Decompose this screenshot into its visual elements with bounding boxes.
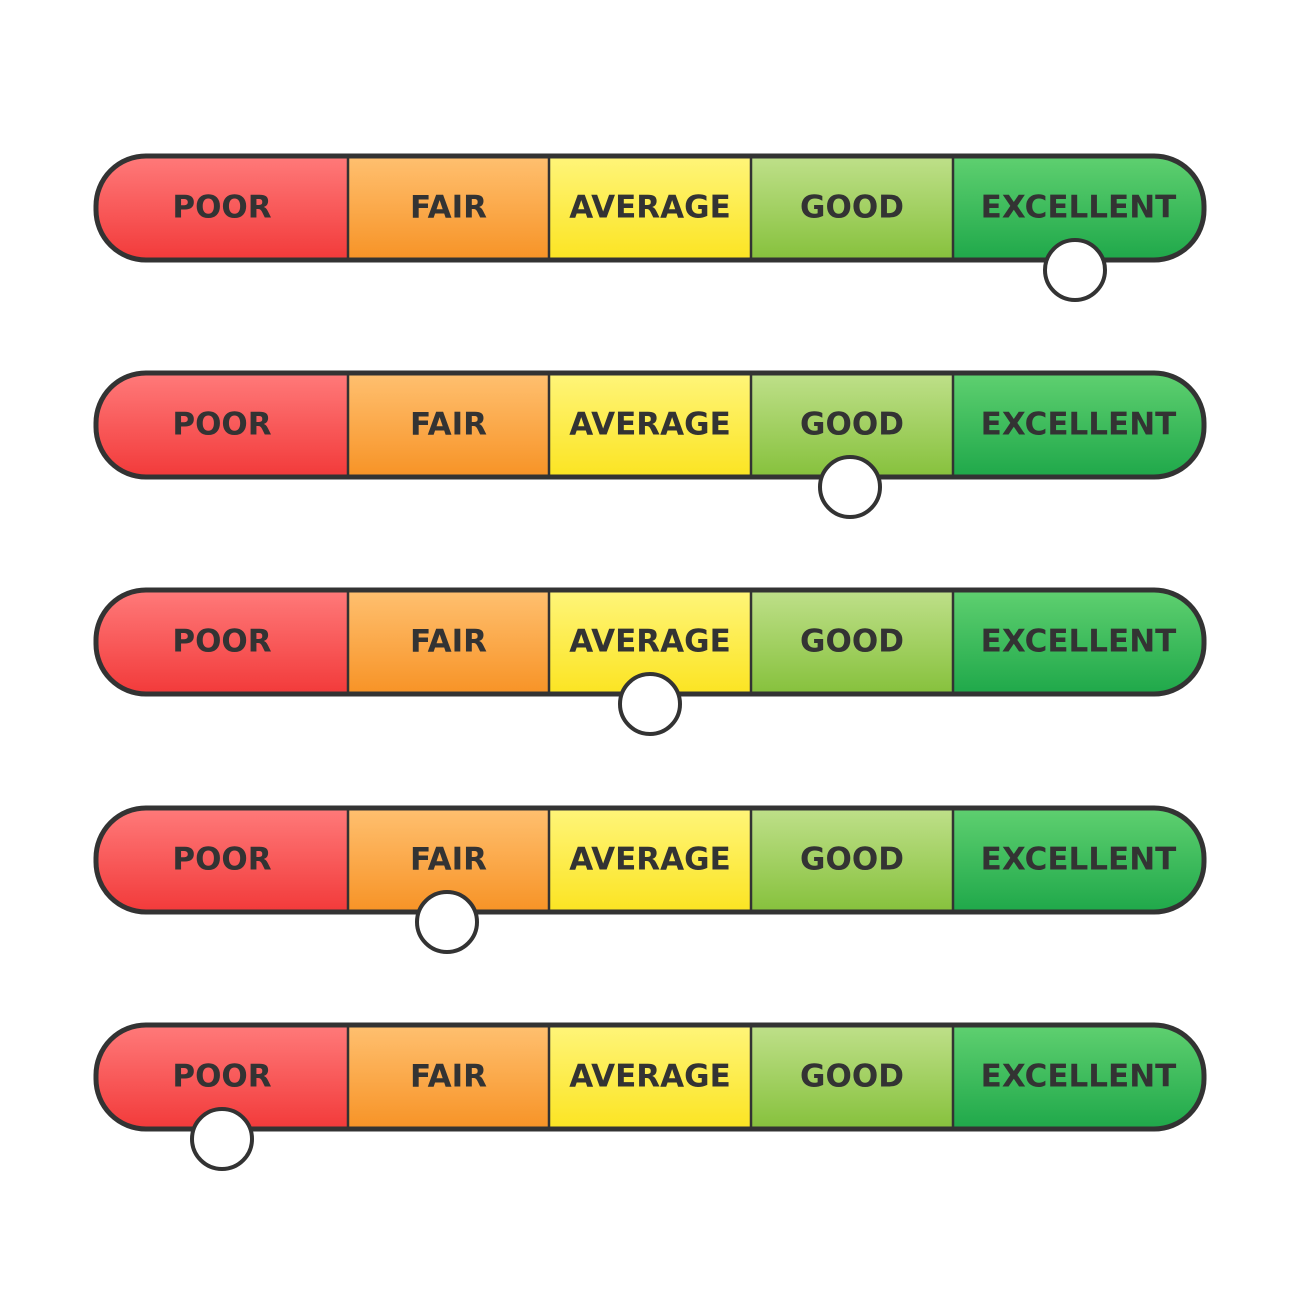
segment[interactable] bbox=[348, 373, 549, 477]
segment-label: FAIR bbox=[410, 190, 487, 226]
segment[interactable] bbox=[549, 808, 751, 912]
segments bbox=[96, 808, 1204, 912]
segment[interactable] bbox=[96, 808, 348, 912]
segment[interactable] bbox=[96, 373, 348, 477]
bar-outline bbox=[93, 805, 1207, 915]
segment[interactable] bbox=[751, 156, 953, 260]
segment-label: FAIR bbox=[410, 407, 487, 443]
slider-knob[interactable] bbox=[415, 890, 479, 954]
segment[interactable] bbox=[348, 590, 549, 694]
slider-knob[interactable] bbox=[1043, 238, 1107, 302]
segment[interactable] bbox=[348, 156, 549, 260]
segment-label: POOR bbox=[172, 1059, 271, 1095]
slider-knob[interactable] bbox=[190, 1107, 254, 1171]
segment[interactable] bbox=[953, 373, 1204, 477]
segment[interactable] bbox=[96, 590, 348, 694]
rating-bar: POOR FAIR AVERAGE GOOD EXCELLENT bbox=[93, 1022, 1207, 1171]
segment[interactable] bbox=[348, 1025, 549, 1129]
segment-label: AVERAGE bbox=[569, 407, 731, 443]
bar-outline bbox=[93, 153, 1207, 263]
segments bbox=[96, 373, 1204, 477]
segment-label: POOR bbox=[172, 190, 271, 226]
segment-label: GOOD bbox=[800, 407, 904, 443]
segment[interactable] bbox=[549, 1025, 751, 1129]
segment-label: FAIR bbox=[410, 624, 487, 660]
segment-label: EXCELLENT bbox=[981, 190, 1177, 226]
segment-label: GOOD bbox=[800, 842, 904, 878]
segment[interactable] bbox=[751, 590, 953, 694]
bar-outline bbox=[93, 1022, 1207, 1132]
segment[interactable] bbox=[751, 808, 953, 912]
segment-label: EXCELLENT bbox=[981, 407, 1177, 443]
segment[interactable] bbox=[96, 156, 348, 260]
rating-bar: POOR FAIR AVERAGE GOOD EXCELLENT bbox=[93, 370, 1207, 519]
segment-label: EXCELLENT bbox=[981, 624, 1177, 660]
segment-label: EXCELLENT bbox=[981, 842, 1177, 878]
segment[interactable] bbox=[751, 1025, 953, 1129]
slider-knob[interactable] bbox=[618, 672, 682, 736]
segment-label: POOR bbox=[172, 842, 271, 878]
segment-label: AVERAGE bbox=[569, 624, 731, 660]
segment[interactable] bbox=[953, 808, 1204, 912]
slider-knob[interactable] bbox=[818, 455, 882, 519]
segment-label: FAIR bbox=[410, 842, 487, 878]
segment-label: EXCELLENT bbox=[981, 1059, 1177, 1095]
segment-label: GOOD bbox=[800, 190, 904, 226]
rating-bar: POOR FAIR AVERAGE GOOD EXCELLENT bbox=[93, 805, 1207, 954]
segment-label: FAIR bbox=[410, 1059, 487, 1095]
segment-label: AVERAGE bbox=[569, 1059, 731, 1095]
segment[interactable] bbox=[549, 156, 751, 260]
segment-label: GOOD bbox=[800, 624, 904, 660]
segment-label: POOR bbox=[172, 624, 271, 660]
segment-label: AVERAGE bbox=[569, 842, 731, 878]
segment[interactable] bbox=[953, 1025, 1204, 1129]
segment[interactable] bbox=[549, 373, 751, 477]
segment[interactable] bbox=[953, 590, 1204, 694]
segment-label: AVERAGE bbox=[569, 190, 731, 226]
segments bbox=[96, 156, 1204, 260]
bar-outline bbox=[93, 370, 1207, 480]
rating-bar: POOR FAIR AVERAGE GOOD EXCELLENT bbox=[93, 587, 1207, 736]
segment-label: GOOD bbox=[800, 1059, 904, 1095]
rating-bar: POOR FAIR AVERAGE GOOD EXCELLENT bbox=[93, 153, 1207, 302]
segment-label: POOR bbox=[172, 407, 271, 443]
